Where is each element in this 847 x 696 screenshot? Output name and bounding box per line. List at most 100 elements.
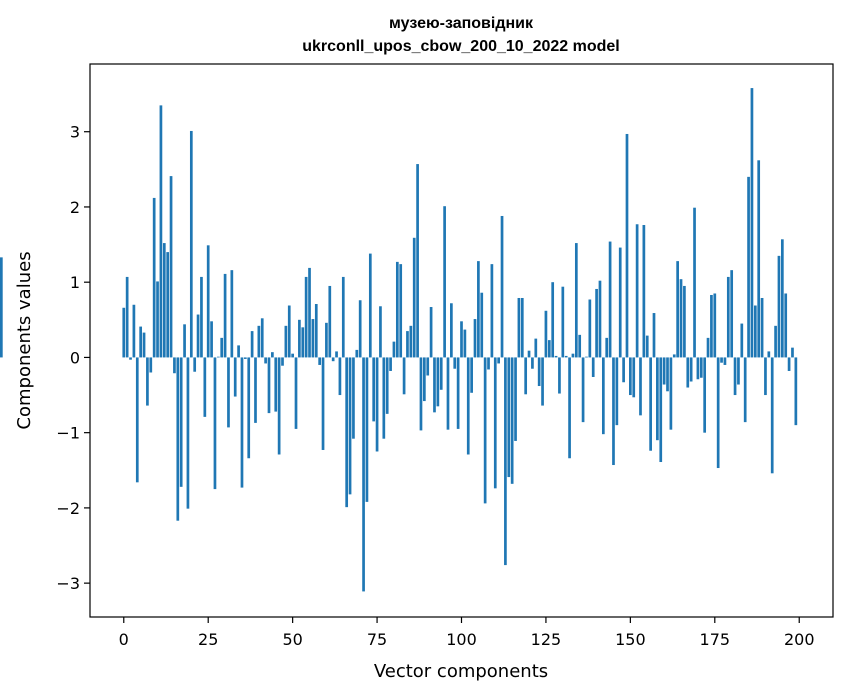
bar bbox=[210, 321, 213, 358]
x-tick-label: 100 bbox=[446, 630, 477, 649]
y-axis-label: Components values bbox=[14, 251, 35, 429]
bar bbox=[794, 357, 798, 426]
bar bbox=[784, 293, 788, 358]
bar bbox=[321, 357, 325, 450]
bar bbox=[193, 357, 197, 372]
bar bbox=[368, 253, 372, 358]
x-tick-label: 25 bbox=[198, 630, 218, 649]
bar bbox=[740, 323, 744, 358]
bar bbox=[497, 357, 500, 364]
bar bbox=[129, 357, 132, 360]
bar bbox=[541, 357, 544, 406]
bar bbox=[683, 285, 686, 358]
bar bbox=[200, 276, 203, 358]
bar bbox=[176, 357, 180, 521]
bar bbox=[260, 318, 264, 358]
bar bbox=[726, 276, 730, 358]
bar bbox=[483, 357, 487, 504]
bar bbox=[247, 357, 251, 459]
bar bbox=[328, 285, 332, 358]
bar bbox=[220, 337, 224, 358]
bar bbox=[574, 243, 578, 358]
bar bbox=[395, 261, 399, 358]
bar bbox=[166, 252, 170, 358]
bar bbox=[679, 279, 683, 358]
bar bbox=[777, 255, 781, 358]
bar bbox=[757, 160, 761, 358]
bar bbox=[733, 357, 737, 396]
x-tick-label: 125 bbox=[531, 630, 562, 649]
bar bbox=[399, 264, 403, 358]
bar bbox=[662, 357, 666, 385]
bar bbox=[534, 338, 538, 358]
bar bbox=[544, 310, 548, 358]
bar bbox=[423, 357, 426, 402]
bar bbox=[666, 357, 669, 392]
x-tick-label: 150 bbox=[615, 630, 646, 649]
bar bbox=[605, 337, 609, 358]
bar bbox=[156, 281, 159, 358]
bar bbox=[716, 357, 720, 469]
bar bbox=[750, 88, 754, 358]
bar bbox=[514, 357, 517, 441]
bar bbox=[298, 319, 301, 358]
bar bbox=[453, 357, 457, 369]
bar bbox=[747, 176, 750, 358]
bar bbox=[635, 224, 639, 358]
bar bbox=[490, 264, 494, 358]
bar bbox=[308, 267, 311, 358]
bar bbox=[412, 237, 416, 358]
bar bbox=[162, 243, 166, 358]
x-tick-label: 200 bbox=[784, 630, 815, 649]
bar bbox=[477, 261, 480, 358]
bar bbox=[460, 321, 463, 358]
bar bbox=[507, 357, 511, 478]
y-tick-label: 3 bbox=[70, 123, 80, 142]
bar bbox=[723, 357, 727, 365]
bar bbox=[649, 357, 652, 451]
bar bbox=[713, 293, 717, 358]
bar bbox=[287, 305, 291, 358]
bar bbox=[271, 352, 274, 358]
bar bbox=[547, 340, 551, 358]
x-axis-label: Vector components bbox=[374, 661, 548, 682]
bar bbox=[392, 341, 396, 358]
bar bbox=[504, 357, 507, 566]
bar bbox=[203, 357, 207, 417]
bar bbox=[142, 332, 146, 358]
bar-series bbox=[0, 88, 798, 592]
bar bbox=[301, 327, 305, 358]
bar bbox=[753, 305, 757, 358]
bar bbox=[652, 313, 656, 358]
bar bbox=[595, 288, 598, 358]
bar bbox=[318, 357, 321, 365]
bar bbox=[764, 357, 767, 396]
bar bbox=[375, 357, 379, 452]
bar bbox=[233, 357, 237, 397]
bar bbox=[500, 215, 504, 358]
bar bbox=[699, 357, 703, 378]
bar bbox=[730, 270, 734, 358]
bar bbox=[706, 337, 710, 358]
bar bbox=[639, 357, 642, 416]
bar bbox=[672, 354, 676, 358]
bar bbox=[645, 335, 649, 358]
bar bbox=[615, 357, 619, 426]
bar bbox=[382, 357, 386, 439]
bar bbox=[213, 357, 217, 490]
y-tick-label: 0 bbox=[70, 348, 80, 367]
bar bbox=[480, 292, 484, 358]
bar bbox=[426, 357, 430, 376]
bar bbox=[676, 261, 679, 358]
bar bbox=[358, 300, 362, 358]
bar bbox=[304, 276, 308, 358]
bar bbox=[598, 280, 602, 358]
bar bbox=[122, 307, 126, 358]
bar bbox=[281, 357, 284, 366]
bar bbox=[571, 353, 575, 358]
bar bbox=[581, 357, 585, 423]
bar bbox=[331, 357, 335, 362]
bar bbox=[537, 357, 541, 387]
bar bbox=[487, 357, 490, 370]
